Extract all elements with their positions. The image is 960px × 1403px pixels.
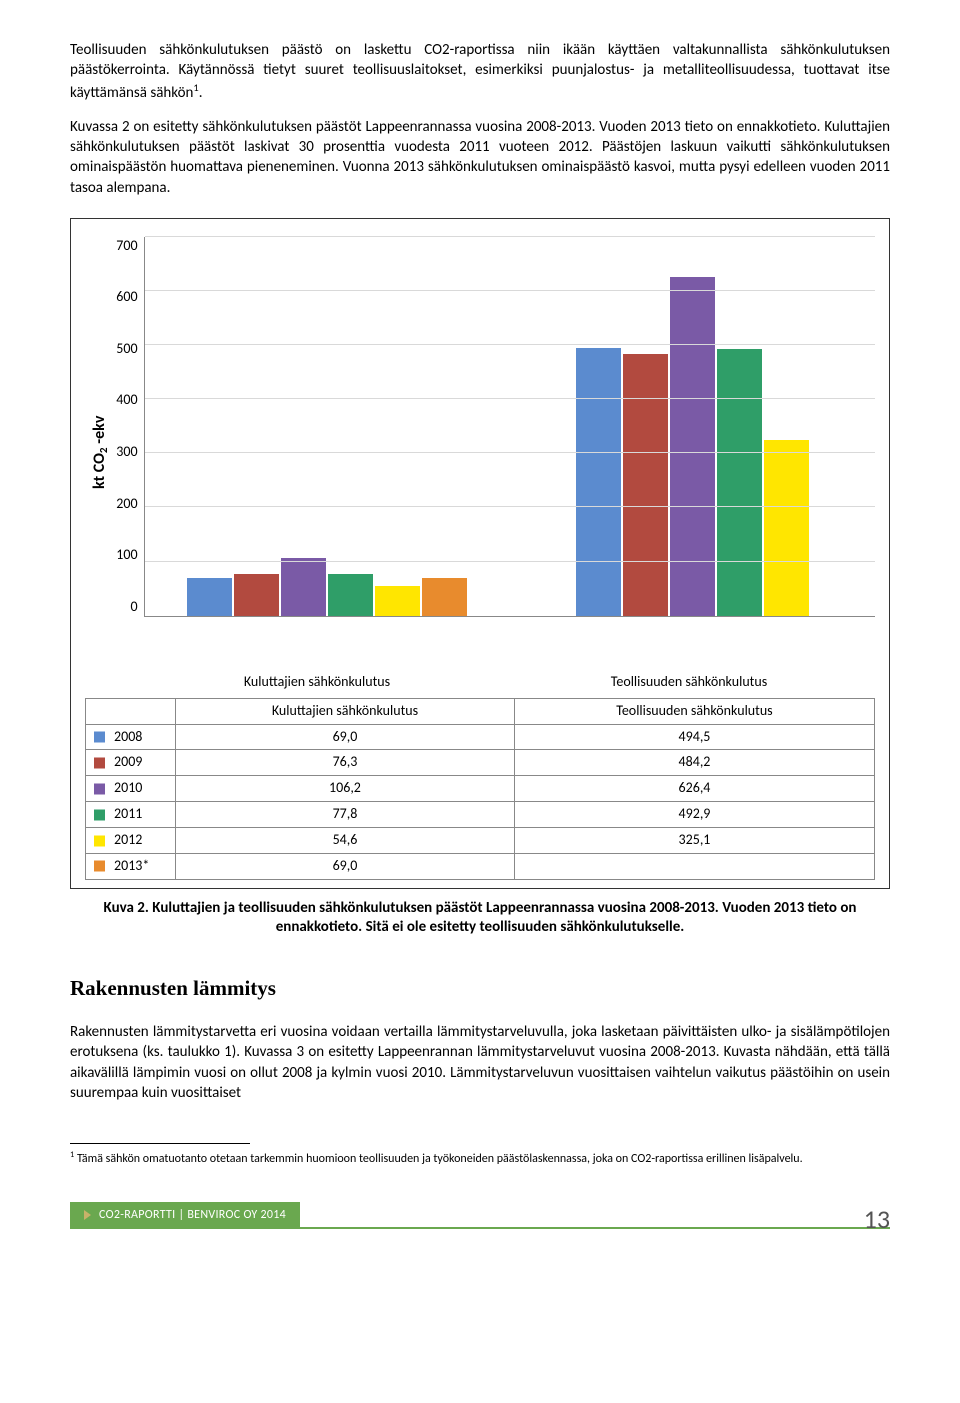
y-tick: 400 bbox=[116, 391, 137, 410]
paragraph-2: Kuvassa 2 on esitetty sähkönkulutuksen p… bbox=[70, 117, 890, 198]
section-heading: Rakennusten lämmitys bbox=[70, 974, 890, 1002]
table-cell: 77,8 bbox=[176, 802, 515, 828]
chart-plot bbox=[144, 237, 875, 617]
bar bbox=[764, 440, 809, 616]
bar bbox=[623, 354, 668, 616]
paragraph-3: Rakennusten lämmitystarvetta eri vuosina… bbox=[70, 1022, 890, 1103]
table-cell: 626,4 bbox=[514, 776, 874, 802]
gridline bbox=[145, 452, 875, 453]
gridline bbox=[145, 506, 875, 507]
y-axis-label: kt CO2 -ekv bbox=[85, 237, 116, 667]
y-tick: 500 bbox=[116, 340, 137, 359]
table-row-label: 2009 bbox=[86, 750, 176, 776]
table-row-label: 2011 bbox=[86, 802, 176, 828]
table-row-label: 2013* bbox=[86, 853, 176, 879]
y-tick: 100 bbox=[116, 546, 137, 565]
legend-swatch bbox=[94, 757, 105, 768]
table-cell: 494,5 bbox=[514, 724, 874, 750]
footnote: 1 Tämä sähkön omatuotanto otetaan tarkem… bbox=[70, 1150, 890, 1168]
footer-tab: CO2-RAPORTTI | BENVIROC OY 2014 bbox=[70, 1202, 300, 1228]
series-label: 2012 bbox=[114, 831, 142, 848]
table-row-label: 2010 bbox=[86, 776, 176, 802]
legend-swatch bbox=[94, 809, 105, 820]
table-cell: 54,6 bbox=[176, 828, 515, 854]
table-cell bbox=[514, 853, 874, 879]
table-corner bbox=[86, 698, 176, 724]
x-label: Teollisuuden sähkönkulutus bbox=[503, 667, 875, 692]
p1-tail: . bbox=[199, 84, 203, 102]
y-tick: 700 bbox=[116, 237, 137, 256]
footnote-separator bbox=[70, 1143, 250, 1144]
gridline bbox=[145, 236, 875, 237]
bar bbox=[422, 578, 467, 615]
table-cell: 325,1 bbox=[514, 828, 874, 854]
chart-data-table: Kuluttajien sähkönkulutusTeollisuuden sä… bbox=[85, 698, 875, 880]
table-cell: 69,0 bbox=[176, 724, 515, 750]
footer-arrow-icon bbox=[84, 1210, 91, 1220]
gridline bbox=[145, 344, 875, 345]
table-cell: 484,2 bbox=[514, 750, 874, 776]
series-label: 2013* bbox=[114, 857, 149, 874]
series-label: 2009 bbox=[114, 753, 142, 770]
bar-group bbox=[145, 237, 510, 616]
y-axis: 700 600 500 400 300 200 100 0 bbox=[116, 237, 143, 617]
legend-swatch bbox=[94, 835, 105, 846]
series-label: 2010 bbox=[114, 779, 142, 796]
bar bbox=[670, 277, 715, 616]
paragraph-1: Teollisuuden sähkönkulutuksen päästö on … bbox=[70, 40, 890, 103]
page-number: 13 bbox=[864, 1202, 890, 1237]
gridline bbox=[145, 290, 875, 291]
footer-label: CO2-RAPORTTI | BENVIROC OY 2014 bbox=[99, 1208, 286, 1222]
x-label: Kuluttajien sähkönkulutus bbox=[131, 667, 503, 692]
bar-group bbox=[510, 237, 875, 616]
y-tick: 0 bbox=[130, 598, 137, 617]
footnote-text: Tämä sähkön omatuotanto otetaan tarkemmi… bbox=[74, 1152, 802, 1166]
table-header: Kuluttajien sähkönkulutus bbox=[176, 698, 515, 724]
figure-caption: Kuva 2. Kuluttajien ja teollisuuden sähk… bbox=[70, 899, 890, 938]
bar bbox=[187, 578, 232, 615]
series-label: 2011 bbox=[114, 805, 142, 822]
gridline bbox=[145, 561, 875, 562]
table-row-label: 2008 bbox=[86, 724, 176, 750]
bar bbox=[717, 349, 762, 616]
y-tick: 300 bbox=[116, 443, 137, 462]
bar bbox=[281, 558, 326, 615]
bar bbox=[375, 586, 420, 616]
gridline bbox=[145, 398, 875, 399]
y-tick: 200 bbox=[116, 495, 137, 514]
legend-swatch bbox=[94, 731, 105, 742]
y-tick: 600 bbox=[116, 288, 137, 307]
chart-container: kt CO2 -ekv 700 600 500 400 300 200 100 0 Kulut… bbox=[70, 218, 890, 889]
legend-swatch bbox=[94, 783, 105, 794]
table-cell: 69,0 bbox=[176, 853, 515, 879]
table-row-label: 2012 bbox=[86, 828, 176, 854]
table-cell: 492,9 bbox=[514, 802, 874, 828]
table-header: Teollisuuden sähkönkulutus bbox=[514, 698, 874, 724]
bar bbox=[328, 574, 373, 616]
table-cell: 76,3 bbox=[176, 750, 515, 776]
bar bbox=[234, 574, 279, 615]
bar bbox=[576, 348, 621, 616]
series-label: 2008 bbox=[114, 728, 142, 745]
x-axis-labels: Kuluttajien sähkönkulutusTeollisuuden sä… bbox=[131, 667, 875, 692]
legend-swatch bbox=[94, 861, 105, 872]
page-footer: CO2-RAPORTTI | BENVIROC OY 2014 13 bbox=[70, 1202, 890, 1229]
table-cell: 106,2 bbox=[176, 776, 515, 802]
